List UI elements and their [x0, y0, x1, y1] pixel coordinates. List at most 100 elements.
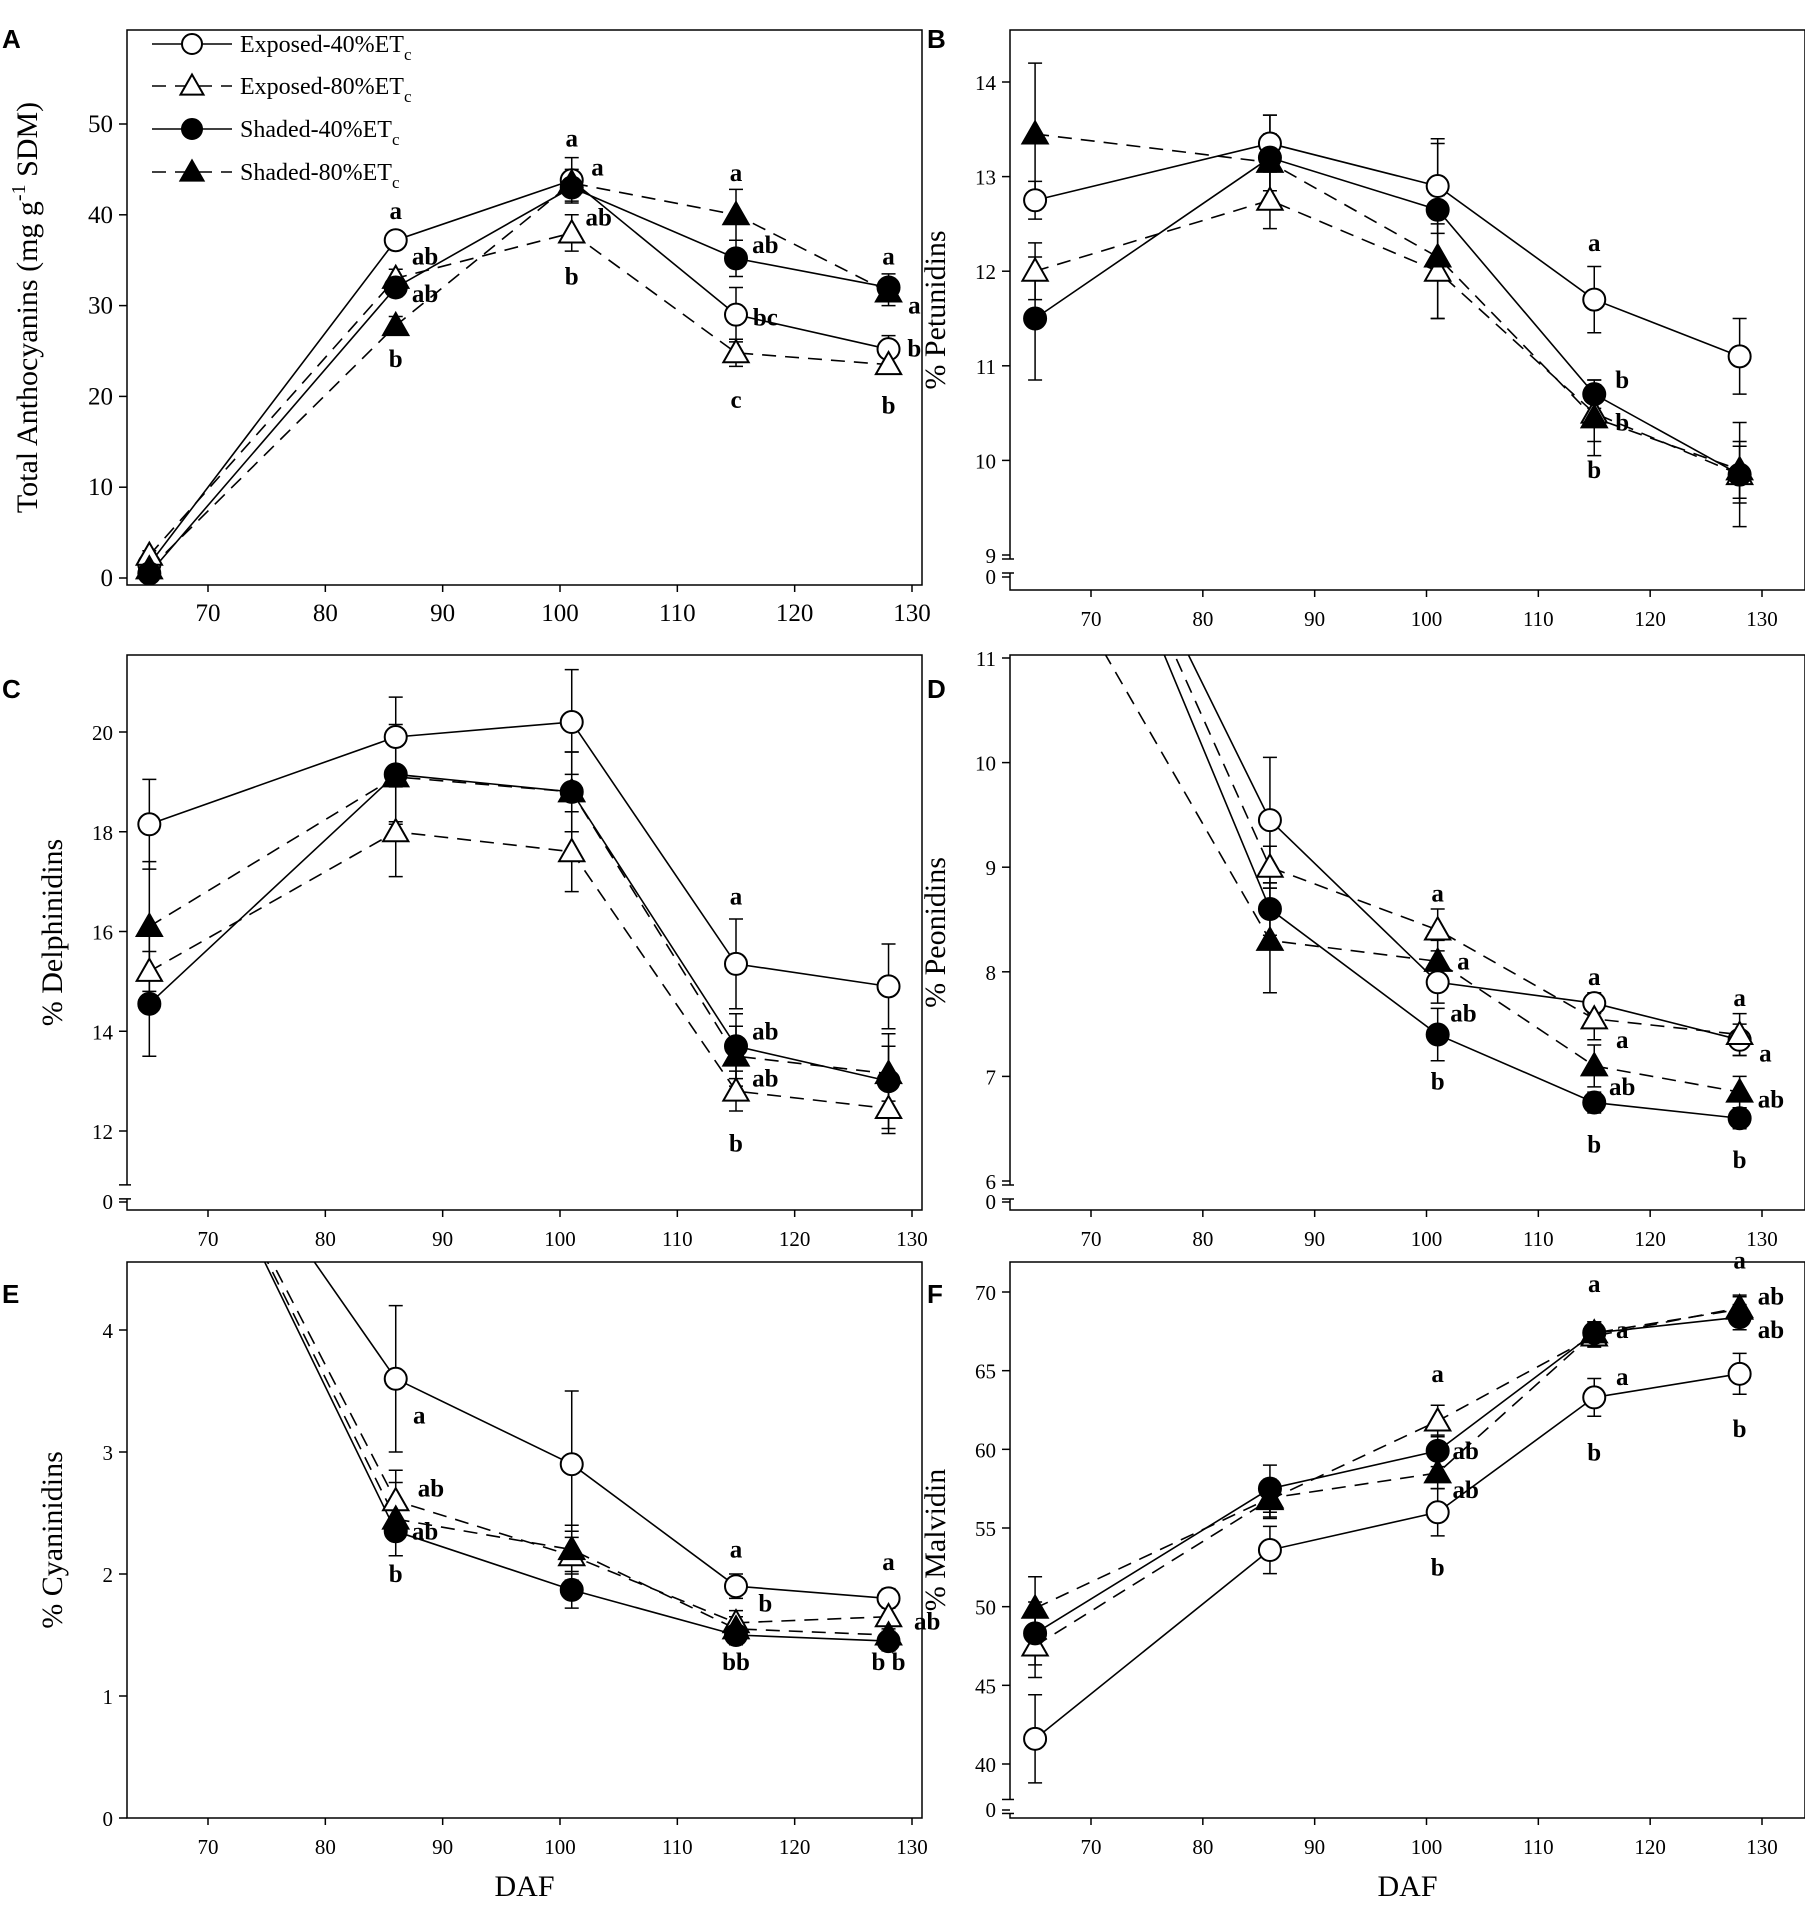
significance-letter: a	[908, 293, 921, 320]
legend-label: Shaded-40%ETc	[240, 117, 400, 149]
y-tick-label: 2	[103, 1563, 114, 1587]
y-axis-label: Total Anthocyanins (mg g-1 SDM)	[8, 102, 44, 513]
axis-break-gap	[1007, 1799, 1013, 1814]
axes-frame	[126, 1261, 923, 1819]
significance-letter: a	[1759, 1040, 1772, 1067]
legend-label: Shaded-80%ETc	[240, 160, 400, 192]
significance-letter: ab	[412, 281, 438, 308]
x-tick-label: 110	[662, 1835, 693, 1859]
data-point	[134, 956, 164, 982]
data-point	[557, 218, 587, 244]
significance-letter: a	[1588, 1271, 1601, 1298]
significance-letter: c	[730, 387, 741, 414]
y-axis-label: % Malvidin	[919, 1469, 952, 1612]
significance-letter: a	[1457, 948, 1470, 975]
x-tick-label: 70	[196, 600, 221, 627]
data-point	[1423, 256, 1453, 282]
x-tick-label: 130	[893, 600, 931, 627]
data-point	[1255, 147, 1285, 173]
data-point	[721, 1614, 751, 1640]
data-point	[1023, 306, 1048, 331]
y-tick-label: 10	[975, 752, 996, 776]
axes-frame	[1009, 654, 1805, 1211]
data-point	[721, 1076, 751, 1102]
series-line-3	[1104, 655, 1740, 1093]
significance-letter: b	[1733, 1416, 1747, 1443]
significance-letter: a	[730, 884, 743, 911]
y-tick-label: 8	[986, 961, 997, 985]
x-tick-label: 130	[1746, 1227, 1778, 1251]
data-point	[1727, 1361, 1752, 1386]
significance-letter: b	[1615, 410, 1629, 437]
y-tick-label: 45	[975, 1674, 996, 1698]
x-tick-label: 70	[1081, 607, 1102, 631]
significance-letter: bb	[722, 1649, 750, 1676]
data-point	[874, 1620, 903, 1646]
data-point	[1023, 1621, 1048, 1646]
significance-letter: ab	[914, 1609, 940, 1636]
significance-letter: a	[882, 244, 895, 271]
x-tick-label: 100	[544, 1227, 576, 1251]
y-tick-label: 50	[975, 1596, 996, 1620]
y-tick-label-zero: 0	[986, 1798, 997, 1822]
axes-frame	[1009, 1261, 1805, 1819]
significance-letter: b	[729, 1130, 743, 1157]
data-point	[874, 1058, 903, 1085]
y-tick-label: 10	[975, 449, 996, 473]
data-point	[1725, 455, 1755, 481]
series-line-0	[1187, 655, 1740, 1041]
significance-letter: b	[1587, 457, 1601, 484]
x-tick-label: 100	[541, 600, 579, 627]
data-point	[1020, 256, 1050, 282]
x-tick-label: 130	[896, 1835, 928, 1859]
x-tick-label: 70	[198, 1835, 219, 1859]
x-tick-label: 120	[1634, 1227, 1666, 1251]
significance-letter: b	[1733, 1147, 1747, 1174]
data-point	[1725, 1294, 1755, 1320]
data-point	[1579, 403, 1609, 429]
y-tick-label: 30	[88, 293, 113, 320]
data-point	[1255, 1483, 1285, 1509]
y-axis-label: % Peonidins	[919, 857, 952, 1008]
x-tick-label: 90	[430, 600, 455, 627]
x-tick-label: 120	[1634, 1835, 1666, 1859]
x-tick-label: 120	[779, 1835, 811, 1859]
x-tick-label: 120	[779, 1227, 811, 1251]
data-point	[874, 1093, 903, 1120]
series-line-1	[1173, 655, 1740, 1036]
significance-letter: a	[882, 1549, 895, 1576]
data-point	[1727, 344, 1752, 369]
series-line-3	[266, 1262, 889, 1636]
significance-letter: a	[1733, 985, 1746, 1012]
data-point	[1582, 1090, 1607, 1115]
significance-letter: a	[1733, 1248, 1746, 1275]
data-point	[1725, 1077, 1755, 1103]
y-tick-label-zero: 0	[103, 1190, 114, 1214]
significance-letter: b	[1615, 367, 1629, 394]
series-line-2	[1034, 156, 1741, 476]
panel-label-B: B	[927, 24, 946, 54]
significance-letter: ab	[418, 1476, 444, 1503]
series-line-1	[1034, 199, 1740, 476]
significance-letter: ab	[1758, 1086, 1784, 1113]
panel-C: C 12 14 16 18 20 0 70 80 90 100 110 120 130 % Delphini…	[2, 654, 928, 1251]
significance-letter: a	[1616, 1027, 1629, 1054]
data-point	[383, 228, 408, 253]
data-point	[1423, 915, 1453, 941]
data-point	[1425, 970, 1450, 995]
significance-letter: b	[565, 264, 579, 291]
x-axis-label: DAF	[494, 1870, 554, 1903]
series-line-1	[271, 1262, 889, 1624]
series-line-1	[1034, 1306, 1740, 1647]
data-point	[557, 837, 587, 863]
panel-E: E 0 1 2 3 4 70 80 90 100 110 120 130 % Cyaninidins DAF…	[2, 1261, 940, 1903]
significance-letter: b	[1431, 1554, 1445, 1581]
series-line-2	[1163, 655, 1740, 1120]
data-point	[724, 951, 748, 976]
significance-letter: bc	[753, 304, 778, 331]
significance-letter: ab	[1758, 1284, 1784, 1311]
x-tick-label: 90	[432, 1835, 453, 1859]
data-point	[137, 991, 162, 1016]
legend-marker	[181, 118, 203, 140]
data-point	[1579, 1051, 1609, 1077]
